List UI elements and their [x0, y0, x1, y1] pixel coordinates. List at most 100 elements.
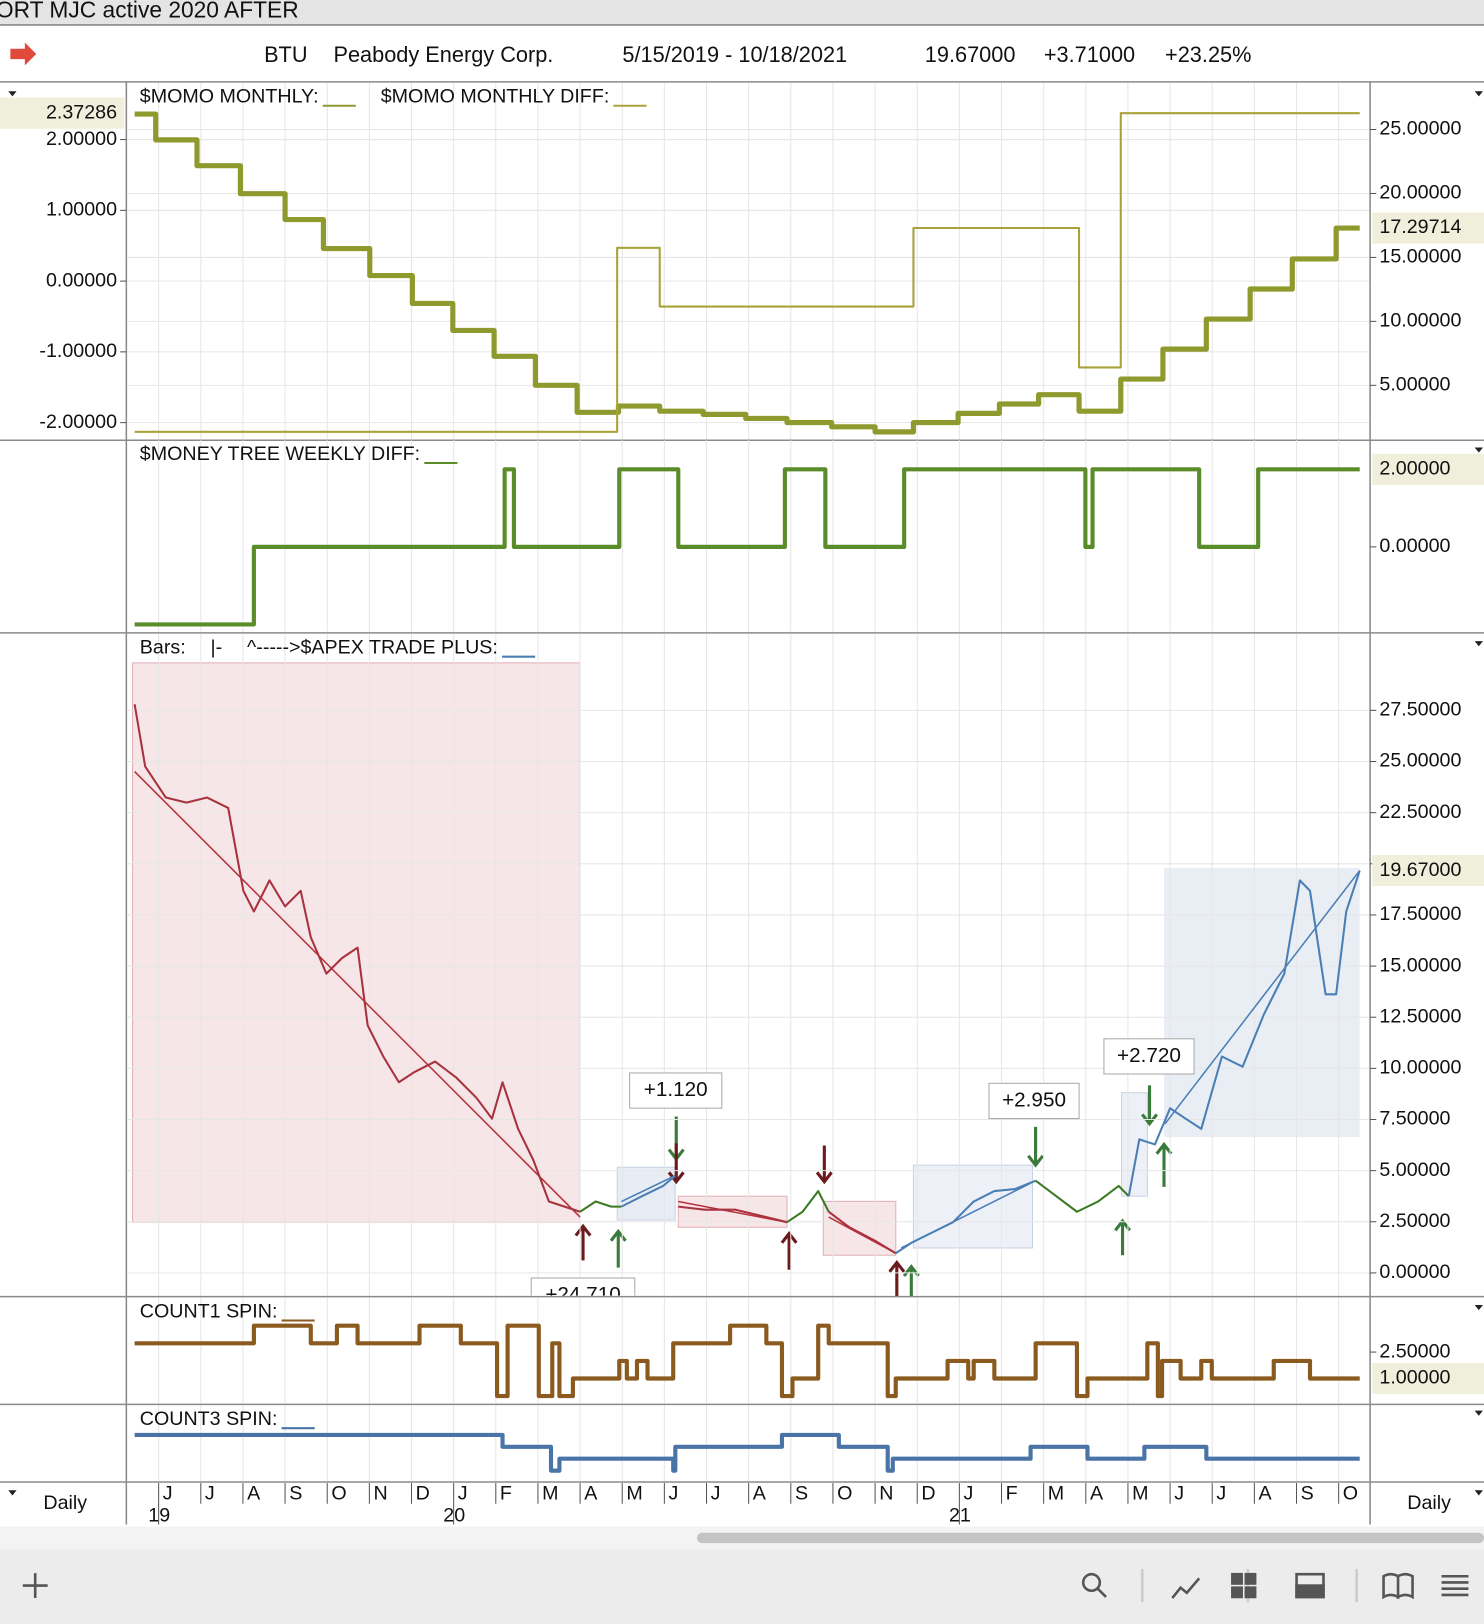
period-label[interactable]: Daily: [1407, 1492, 1451, 1514]
x-tick-label: A: [584, 1483, 598, 1505]
plot-area: [134, 1432, 1360, 1473]
y-tick-label: 10.00000: [1379, 1057, 1461, 1079]
trade-result-box: [988, 1082, 1080, 1120]
trend-line: [134, 770, 581, 1218]
x-tick-label: M: [1048, 1483, 1064, 1505]
y-tick-label: 22.50000: [1379, 801, 1461, 823]
last-value-label: 2.00000: [1379, 458, 1450, 480]
trade-result-box: [530, 1277, 636, 1296]
series-line: [134, 467, 1360, 627]
trade-result: +2.950: [1002, 1088, 1066, 1111]
x-tick-label: M: [626, 1483, 642, 1505]
y-tick-label: 25.00000: [1379, 750, 1461, 772]
plot-area: [134, 111, 1360, 435]
title-bar: [0, 0, 1484, 25]
trend-line: [621, 1174, 676, 1203]
y-tick-label: 20.00000: [1379, 182, 1461, 204]
trade-result: +1.120: [644, 1078, 708, 1101]
panel-menus[interactable]: [8, 91, 1483, 1496]
x-tick-label: A: [753, 1483, 767, 1505]
last-value-label: 1.00000: [1379, 1367, 1450, 1389]
x-tick-label: F: [500, 1483, 512, 1505]
trade-result: +2.720: [1117, 1044, 1181, 1067]
scrollbar-thumb[interactable]: [696, 1532, 1484, 1544]
x-tick-label: S: [1301, 1483, 1314, 1505]
last-value-badge: [1372, 212, 1484, 244]
y-tick-label: 5.00000: [1379, 1159, 1450, 1181]
y-tick-label: 0.00000: [1379, 1261, 1450, 1283]
y-tick-label: 2.00000: [46, 128, 117, 150]
symbol: BTU: [264, 42, 307, 67]
y-tick-label: 7.50000: [1379, 1108, 1450, 1130]
series-line: [134, 1432, 1360, 1473]
x-tick-label: S: [289, 1483, 302, 1505]
legend-label: ^----->$APEX TRADE PLUS:: [247, 637, 498, 659]
price-change: +3.71000: [1044, 42, 1135, 67]
x-tick-label: F: [1006, 1483, 1018, 1505]
last-price: 19.67000: [925, 42, 1016, 67]
series-line: [678, 1205, 788, 1224]
toolbar-icons[interactable]: [22, 1569, 1469, 1603]
y-tick-label: 2.50000: [1379, 1210, 1450, 1232]
legend-label: COUNT1 SPIN:: [140, 1300, 278, 1322]
series-line: [620, 1174, 676, 1208]
series-line: [1127, 870, 1361, 1197]
legend-label: $MONEY TREE WEEKLY DIFF:: [140, 443, 420, 465]
last-value-badge: [1372, 855, 1484, 887]
year-label: 20: [443, 1504, 465, 1526]
trade-result-box: [1103, 1038, 1195, 1075]
x-tick-label: J: [1216, 1483, 1226, 1505]
y-tick-label: 15.00000: [1379, 246, 1461, 268]
series-line: [786, 1190, 830, 1224]
series-line: [134, 112, 1360, 433]
y-tick-label: 10.00000: [1379, 310, 1461, 332]
period-label[interactable]: Daily: [43, 1492, 87, 1514]
x-tick-label: N: [374, 1483, 388, 1505]
x-tick-label: A: [247, 1483, 261, 1505]
y-tick-label: 17.50000: [1379, 903, 1461, 925]
toolbar: [0, 1549, 1484, 1624]
percent-change: +23.25%: [1165, 42, 1251, 67]
x-tick-label: J: [205, 1483, 215, 1505]
last-value-badge: [1372, 453, 1484, 485]
x-tick-label: O: [331, 1483, 346, 1505]
x-tick-label: M: [1132, 1483, 1148, 1505]
x-tick-label: O: [1343, 1483, 1358, 1505]
series-line: [134, 1323, 1360, 1399]
series-line: [133, 704, 581, 1213]
y-tick-label: 27.50000: [1379, 699, 1461, 721]
arrow-icon[interactable]: [10, 42, 37, 66]
x-tick-label: D: [416, 1483, 430, 1505]
y-tick-label: 1.00000: [46, 199, 117, 221]
x-tick-label: O: [837, 1483, 852, 1505]
trade-boxes: [132, 662, 1360, 1256]
trade-result-box: [629, 1072, 723, 1109]
x-tick-label: J: [964, 1483, 974, 1505]
y-tick-label: 0.00000: [1379, 535, 1450, 557]
y-tick-label: 12.50000: [1379, 1005, 1461, 1027]
x-tick-label: J: [1174, 1483, 1184, 1505]
x-tick-label: N: [879, 1483, 893, 1505]
series-line: [895, 1179, 1037, 1255]
x-tick-label: J: [711, 1483, 721, 1505]
legend-label: Bars:: [140, 637, 186, 659]
y-tick-label: 15.00000: [1379, 954, 1461, 976]
plot-area: +1.120 +2.950 +2.720 +24.710: [133, 704, 1361, 1296]
series-line: [1035, 1179, 1130, 1213]
y-tick-label: 25.00000: [1379, 118, 1461, 140]
x-tick-label: J: [669, 1483, 679, 1505]
series-line: [134, 111, 1360, 435]
company-name: Peabody Energy Corp.: [333, 42, 553, 67]
x-tick-label: J: [163, 1483, 173, 1505]
x-tick-label: M: [542, 1483, 558, 1505]
date-range: 5/15/2019 - 10/18/2021: [622, 42, 847, 67]
last-value-badge: [0, 97, 125, 129]
last-value-label: 17.29714: [1379, 216, 1461, 238]
plot-area: [134, 467, 1360, 627]
series-line: [828, 1210, 897, 1255]
plot-area: [134, 1323, 1360, 1399]
legend-label: $MOMO MONTHLY:: [140, 86, 319, 108]
year-label: 19: [148, 1504, 170, 1526]
y-tick-label: 5.00000: [1379, 374, 1450, 396]
x-tick-label: D: [921, 1483, 935, 1505]
